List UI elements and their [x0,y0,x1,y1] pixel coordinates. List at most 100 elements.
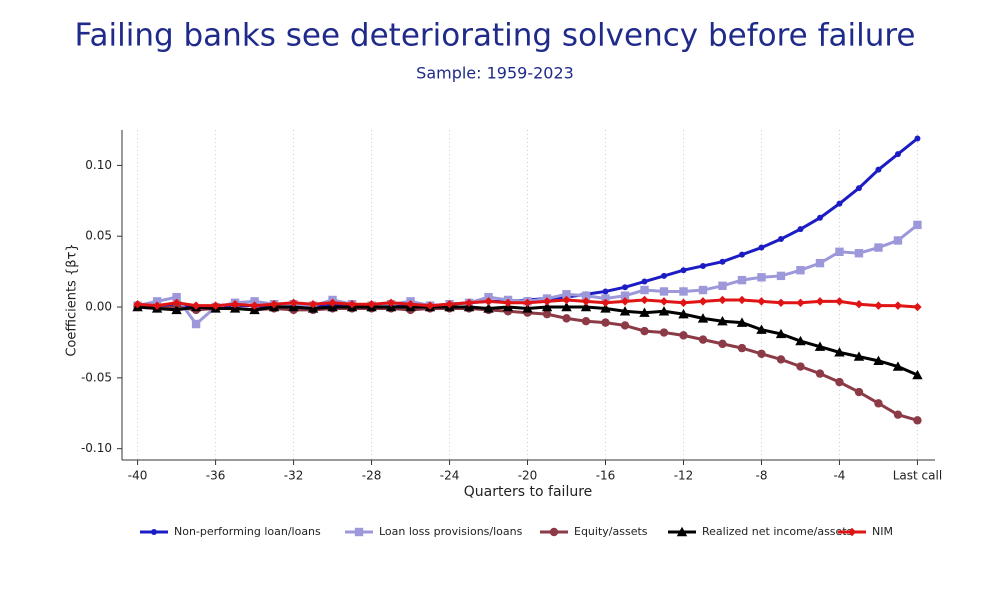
marker [581,291,591,300]
marker [814,341,826,351]
marker [719,258,726,265]
marker [699,262,706,269]
marker [718,295,727,305]
marker [796,298,805,307]
y-tick-label: 0.00 [85,300,112,314]
marker [757,349,766,358]
marker [894,151,901,158]
marker [680,267,687,274]
marker [835,297,844,306]
marker [601,318,610,327]
y-tick-label: -0.10 [81,441,112,455]
marker [367,300,376,309]
marker [816,214,823,221]
marker [641,278,648,285]
marker [757,273,766,282]
marker [853,351,865,361]
marker [855,185,862,192]
marker [796,362,805,371]
marker [640,285,649,295]
marker [737,295,747,305]
marker [639,307,650,317]
marker [580,301,592,312]
x-tick-label: -24 [440,469,460,483]
marker [152,301,162,310]
marker [562,295,571,305]
marker [542,309,552,319]
marker [875,166,882,173]
marker [171,304,182,315]
marker [386,298,396,307]
marker [601,294,610,303]
marker [679,287,688,296]
marker [679,298,688,307]
marker [796,266,805,275]
marker [250,297,259,306]
chart-title: Failing banks see deteriorating solvency… [75,18,916,54]
marker [133,300,142,309]
marker [659,328,669,337]
marker [913,220,922,230]
marker [191,301,201,310]
marker [542,297,552,306]
y-tick-label: -0.05 [81,370,112,384]
marker [406,300,415,309]
marker [737,275,747,285]
marker [854,249,864,258]
marker [758,244,765,251]
marker [912,369,923,380]
marker [737,343,747,353]
marker [834,347,845,357]
marker [522,303,533,313]
legend-text: Realized net income/assets [702,525,853,538]
x-tick-label: -20 [518,469,538,483]
marker [679,331,688,340]
marker [893,410,903,419]
legend-text: Loan loss provisions/loans [379,525,523,538]
marker [230,300,240,309]
marker [777,236,784,243]
x-tick-label: -28 [362,469,382,483]
marker [562,314,571,323]
marker [757,297,766,306]
x-axis-label: Quarters to failure [464,484,593,500]
marker [835,247,844,257]
marker [328,298,337,307]
marker [697,313,709,323]
marker [152,297,162,306]
marker [756,324,767,334]
marker [151,529,157,535]
marker [601,298,610,307]
marker [776,298,786,307]
marker [602,288,609,295]
marker [874,301,883,310]
marker [913,302,922,312]
marker [622,284,629,291]
marker [678,308,689,319]
marker [425,301,435,310]
marker [620,297,630,306]
marker [815,369,825,378]
x-tick-label: -16 [596,469,616,483]
marker [503,298,513,307]
marker [913,416,922,425]
marker [541,301,553,312]
marker [854,387,864,397]
marker [640,295,649,305]
marker [892,361,904,371]
marker [847,527,857,537]
marker [698,335,708,344]
marker [661,272,667,279]
marker [717,316,728,326]
marker [854,300,864,309]
marker [484,297,493,306]
marker [776,355,786,364]
marker [676,526,688,537]
marker [659,297,669,306]
marker [659,287,669,296]
marker [620,291,630,300]
marker [736,317,748,327]
marker [549,527,559,537]
marker [484,292,493,302]
x-tick-label: Last call [893,469,942,483]
